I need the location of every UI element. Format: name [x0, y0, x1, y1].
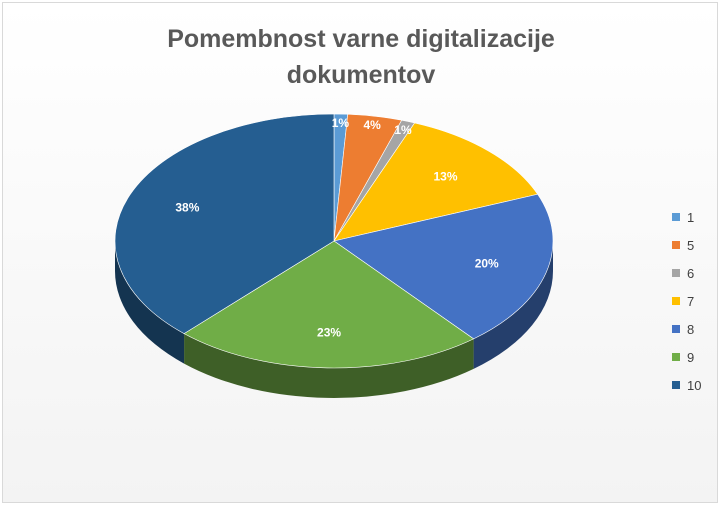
data-label-6: 1%	[394, 123, 412, 137]
pie-depth	[115, 241, 553, 398]
pie-data-labels: 1% 4% 1% 13% 20% 23% 38%	[175, 116, 499, 339]
legend-swatch	[672, 353, 680, 361]
legend-label: 8	[687, 321, 695, 337]
pie-slice-9[interactable]	[183, 240, 475, 369]
data-label-5: 4%	[363, 118, 381, 132]
legend-swatch	[672, 381, 680, 389]
chart-title-line-2: dokumentov	[286, 61, 436, 89]
pie-slice-8[interactable]	[333, 193, 554, 340]
legend-swatch	[672, 269, 680, 277]
legend-swatch	[672, 297, 680, 305]
legend-item-10: 10	[672, 371, 701, 399]
legend-swatch	[672, 325, 680, 333]
legend-item-7: 7	[672, 287, 701, 315]
data-label-9: 23%	[317, 325, 341, 339]
legend-label: 9	[687, 349, 695, 365]
pie-side-8	[473, 241, 553, 369]
pie-slice-10[interactable]	[114, 113, 335, 334]
data-label-7: 13%	[433, 169, 457, 183]
legend-label: 10	[687, 377, 702, 393]
data-label-8: 20%	[475, 257, 499, 271]
legend-swatch	[672, 241, 680, 249]
data-label-1: 1%	[332, 116, 350, 130]
legend-swatch	[672, 213, 680, 221]
pie-side-9	[184, 333, 474, 398]
legend-label: 7	[687, 293, 695, 309]
pie-slices	[114, 113, 554, 369]
pie-side-10	[115, 241, 185, 364]
legend-item-1: 1	[672, 203, 701, 231]
chart-title: Pomembnost varne digitalizacije dokument…	[3, 21, 719, 93]
chart-title-line-1: Pomembnost varne digitalizacije	[167, 25, 555, 53]
pie-slice-7[interactable]	[333, 122, 539, 242]
legend-label: 6	[687, 265, 695, 281]
data-label-10: 38%	[175, 200, 199, 214]
legend: 1 5 6 7 8 9 10	[672, 203, 701, 399]
legend-item-9: 9	[672, 343, 701, 371]
legend-item-5: 5	[672, 231, 701, 259]
legend-label: 5	[687, 237, 695, 253]
legend-item-6: 6	[672, 259, 701, 287]
legend-label: 1	[687, 209, 695, 225]
legend-item-8: 8	[672, 315, 701, 343]
